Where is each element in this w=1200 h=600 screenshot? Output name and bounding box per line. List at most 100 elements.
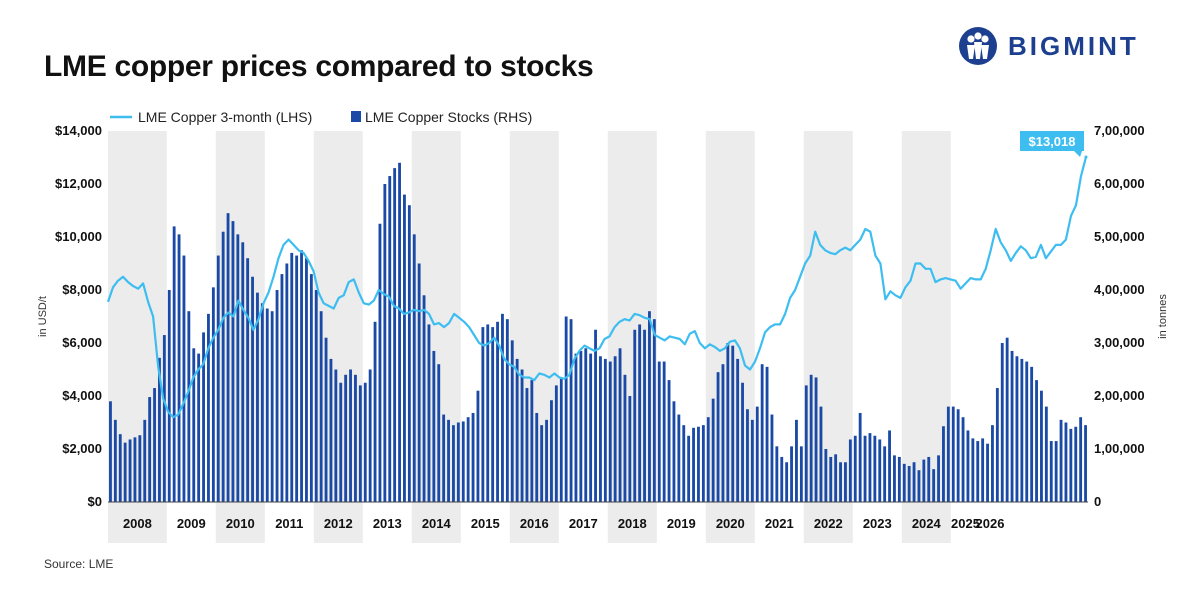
stock-bar bbox=[192, 348, 196, 502]
stock-bar bbox=[339, 382, 343, 502]
year-label: 2017 bbox=[569, 516, 598, 531]
callout-label: $13,018 bbox=[1029, 134, 1076, 149]
stock-bar bbox=[902, 463, 906, 502]
stock-bar bbox=[148, 397, 152, 502]
stock-bar bbox=[143, 419, 147, 502]
stock-bar bbox=[706, 417, 710, 502]
stock-bar bbox=[216, 255, 220, 502]
y-right-axis-label: in tonnes bbox=[1157, 294, 1169, 339]
stock-bar bbox=[966, 430, 970, 502]
stock-bar bbox=[329, 358, 333, 502]
stock-bar bbox=[799, 446, 803, 502]
stock-bar bbox=[765, 366, 769, 502]
stock-bar bbox=[873, 435, 877, 502]
stock-bar bbox=[917, 470, 921, 502]
y-left-tick-label: $8,000 bbox=[62, 282, 102, 297]
stock-bar bbox=[197, 353, 201, 502]
stock-bar bbox=[1025, 361, 1029, 502]
legend-line-label: LME Copper 3-month (LHS) bbox=[138, 109, 312, 125]
stock-bar bbox=[868, 433, 872, 502]
y-left-axis-label: in USD/t bbox=[37, 296, 49, 337]
year-label: 2012 bbox=[324, 516, 353, 531]
year-label: 2023 bbox=[863, 516, 892, 531]
stock-bar bbox=[1005, 337, 1009, 502]
stock-bar bbox=[393, 168, 397, 502]
stock-bar bbox=[672, 401, 676, 502]
stock-bar bbox=[780, 456, 784, 502]
stock-bar bbox=[922, 459, 926, 502]
stock-bar bbox=[790, 446, 793, 502]
stock-bar bbox=[226, 213, 230, 502]
year-label: 2014 bbox=[422, 516, 452, 531]
stock-bar bbox=[638, 324, 642, 502]
stock-bar bbox=[540, 425, 544, 502]
stock-bar bbox=[324, 337, 328, 502]
stock-bar bbox=[437, 364, 441, 502]
stock-bar bbox=[564, 316, 568, 502]
stock-bar bbox=[736, 358, 740, 502]
stock-bar bbox=[829, 456, 833, 502]
stock-bar bbox=[177, 234, 181, 502]
stock-bar bbox=[643, 329, 646, 502]
stock-bar bbox=[633, 329, 637, 502]
stock-bar bbox=[476, 390, 480, 502]
stock-bar bbox=[731, 345, 735, 502]
y-left-tick-label: $6,000 bbox=[62, 335, 102, 350]
stock-bar bbox=[716, 372, 720, 502]
stock-bar bbox=[1054, 441, 1058, 502]
stock-bar bbox=[883, 446, 887, 502]
stock-bar bbox=[569, 319, 573, 502]
stock-bar bbox=[603, 358, 607, 502]
stock-bar bbox=[398, 162, 401, 503]
stock-bar bbox=[574, 353, 578, 502]
stock-bar bbox=[956, 409, 960, 502]
stock-bar bbox=[403, 194, 406, 502]
stock-bar bbox=[525, 388, 529, 502]
stock-bar bbox=[613, 356, 617, 502]
year-label: 2021 bbox=[765, 516, 794, 531]
year-label: 2026 bbox=[976, 516, 1005, 531]
stock-bar bbox=[554, 385, 558, 502]
stock-bar bbox=[667, 380, 671, 502]
y-right-tick-label: 2,00,000 bbox=[1094, 388, 1145, 403]
stock-bar bbox=[907, 465, 911, 502]
stock-bar bbox=[721, 364, 725, 502]
stock-bar bbox=[501, 313, 504, 502]
stock-bar bbox=[1020, 358, 1024, 502]
year-label: 2019 bbox=[667, 516, 696, 531]
stock-bar bbox=[770, 414, 774, 502]
stock-bar bbox=[246, 258, 250, 502]
stock-bar bbox=[221, 231, 225, 502]
stock-bar bbox=[319, 311, 323, 502]
stock-bar bbox=[118, 434, 122, 502]
stock-bar bbox=[1000, 343, 1004, 502]
stock-bar bbox=[912, 462, 916, 502]
stock-bar bbox=[300, 250, 303, 502]
stock-bar bbox=[153, 388, 156, 502]
year-bands bbox=[108, 131, 951, 543]
stock-bar bbox=[853, 435, 857, 502]
stock-bar bbox=[1064, 422, 1068, 502]
stock-bar bbox=[1010, 350, 1014, 502]
stock-bar bbox=[265, 308, 269, 502]
year-band bbox=[108, 131, 167, 543]
stock-bar bbox=[334, 369, 338, 502]
y-right-tick-label: 4,00,000 bbox=[1094, 282, 1145, 297]
year-label: 2008 bbox=[123, 516, 152, 531]
stock-bar bbox=[927, 456, 931, 502]
stock-bar bbox=[496, 321, 499, 502]
stock-bar bbox=[858, 412, 862, 502]
bigmint-logo-icon bbox=[959, 27, 997, 65]
stock-bar bbox=[755, 406, 759, 502]
y-left-tick-label: $2,000 bbox=[62, 441, 102, 456]
stock-bar bbox=[594, 329, 597, 502]
stock-bar bbox=[937, 455, 940, 502]
stock-bar bbox=[447, 419, 450, 502]
stock-bar bbox=[550, 400, 553, 502]
stock-bar bbox=[819, 406, 823, 502]
stock-bar bbox=[795, 419, 798, 502]
stock-bar bbox=[241, 242, 245, 503]
stock-bar bbox=[456, 422, 460, 502]
stock-bar bbox=[515, 358, 519, 502]
